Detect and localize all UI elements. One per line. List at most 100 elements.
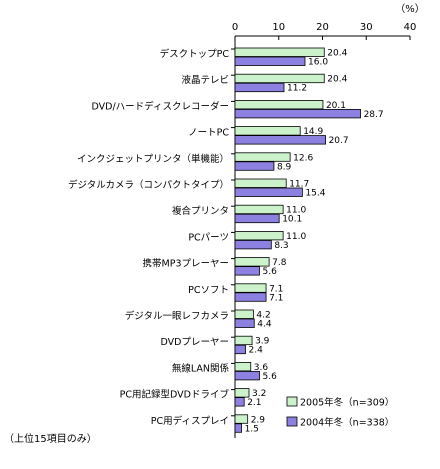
legend: 2005年冬（n=309） 2004年冬（n=338） [286,396,394,429]
bar-2005 [234,309,254,319]
legend-label: 2004年冬（n=338） [300,417,394,429]
category-label: PCソフト [188,285,229,296]
data-label: 3.9 [255,337,270,347]
data-label: 11.0 [286,232,306,242]
category-label: 無線LAN関係 [172,362,230,374]
category-group: インクジェットプリンタ（単機能） 12.68.9 [77,152,313,172]
bar-2004 [234,213,280,224]
bar-2005 [234,126,301,136]
bar-2004 [234,266,260,276]
category-label: DVDプレーヤー [161,337,229,348]
data-label: 2.4 [249,346,264,356]
data-label: 20.4 [327,75,347,85]
category-label: デスクトップPC [160,48,230,60]
data-label: 11.7 [289,180,309,190]
data-label: 20.7 [329,136,349,146]
x-tick-label: 0 [232,22,238,33]
data-label: 1.5 [245,424,259,434]
category-group: PC用記録型DVDドライブ 3.22.1 [120,388,266,408]
category-group: 無線LAN関係 3.65.6 [172,361,278,382]
bar-2004 [234,187,303,197]
data-label: 7.8 [272,258,287,268]
bar-2005 [234,100,324,110]
bar-2005 [234,388,250,398]
data-label: 10.1 [282,215,302,225]
category-group: 複合プリンタ 11.010.1 [172,204,306,225]
bar-2005 [234,178,287,188]
legend-swatch [286,416,298,427]
legend-label: 2005年冬（n=309） [300,397,394,409]
data-label: 7.1 [269,293,283,303]
data-label: 14.9 [303,127,323,137]
category-group: デスクトップPC 20.416.0 [160,47,348,68]
bar-2004 [234,135,326,145]
category-label: デジタル一眼レフカメラ [125,310,229,322]
x-tick-label: 20 [316,22,329,33]
bar-2004 [234,56,306,66]
category-label: PCパーツ [188,232,229,243]
data-label: 28.7 [364,110,384,120]
bar-2004 [234,82,285,93]
bar-2005 [234,361,252,372]
category-label: ノートPC [188,128,229,139]
category-group: 液晶テレビ 20.4 11.2 [181,73,348,94]
data-label: 12.6 [293,153,313,163]
data-label: 4.2 [256,311,270,321]
data-label: 20.1 [326,101,346,111]
bar-2005 [234,47,325,57]
bar-2004 [234,239,272,250]
bar-2004 [234,423,242,433]
legend-swatch [286,396,298,407]
data-label: 20.4 [327,49,347,59]
bar-2004 [234,109,361,119]
unit-label: （%） [395,3,425,15]
data-label: 3.2 [252,389,266,399]
bar-2004 [234,397,245,407]
data-label: 7.1 [269,284,283,294]
data-label: 2.9 [251,415,266,425]
bar-2005 [234,204,284,215]
data-label: 8.3 [274,241,288,251]
x-tick-label: 40 [404,22,417,33]
data-label: 3.6 [254,363,269,373]
data-label: 11.0 [286,206,306,216]
data-label: 5.6 [263,372,278,382]
category-group: デジタル一眼レフカメラ 4.24.4 [125,309,272,330]
data-label: 16.0 [308,58,328,68]
category-group: 携帯MP3プレーヤー 7.85.6 [143,257,287,277]
bar-2005 [234,335,253,346]
bar-2005 [234,283,267,293]
x-tick-label: 10 [272,22,285,33]
category-group: デジタルカメラ（コンパクトタイプ） 11.715.4 [68,178,326,199]
bar-2005 [234,230,284,241]
category-group: DVDプレーヤー 3.92.4 [161,335,270,356]
data-label: 5.6 [263,267,278,277]
category-label: インクジェットプリンタ（単機能） [77,153,229,165]
footnote: （上位15項目のみ） [4,432,97,445]
data-label: 15.4 [305,189,325,199]
category-group: PCパーツ 11.08.3 [188,230,306,251]
category-label: PC用ディスプレイ [151,415,229,427]
category-label: DVD/ハードディスクレコーダー [92,100,230,112]
category-label: 複合プリンタ [172,205,229,217]
category-label: 液晶テレビ [181,74,229,86]
bar-2005 [234,257,270,267]
bar-2004 [234,344,246,355]
data-label: 4.4 [257,320,272,330]
data-label: 11.2 [287,84,307,94]
bar-2005 [234,152,291,162]
bar-2004 [234,370,260,381]
category-label: デジタルカメラ（コンパクトタイプ） [68,179,229,191]
category-label: 携帯MP3プレーヤー [143,258,229,270]
data-label: 2.1 [247,398,261,408]
category-group: PCソフト 7.17.1 [188,283,283,303]
data-label: 8.9 [277,162,292,172]
category-label: PC用記録型DVDドライブ [120,389,230,401]
category-group: PC用ディスプレイ 2.91.5 [151,414,266,434]
bar-2004 [234,318,255,328]
bar-2005 [234,73,325,84]
bar-2005 [234,414,249,424]
